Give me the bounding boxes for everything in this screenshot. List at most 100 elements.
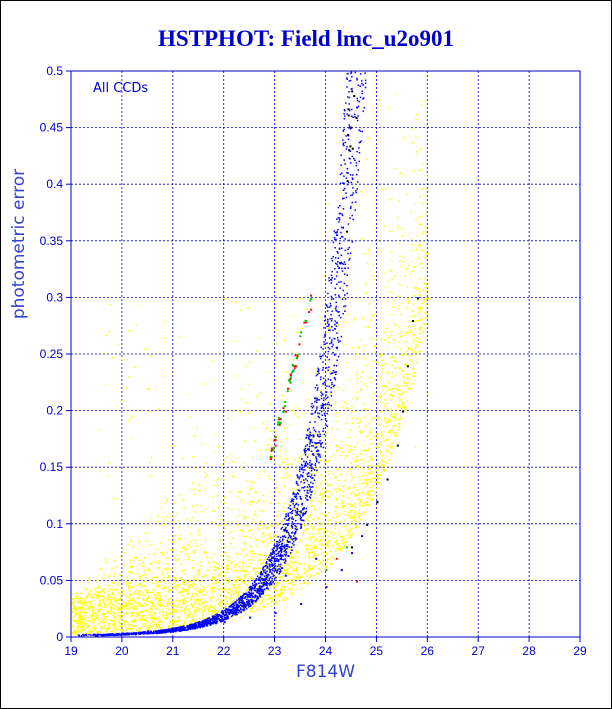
data-point xyxy=(325,460,328,462)
data-point xyxy=(294,537,296,539)
data-point xyxy=(138,584,140,586)
data-point xyxy=(208,596,210,598)
data-point xyxy=(291,463,294,466)
data-point xyxy=(360,376,363,378)
data-point xyxy=(150,601,153,604)
data-point xyxy=(204,593,207,596)
data-point xyxy=(126,387,128,389)
data-point xyxy=(113,497,116,500)
data-point xyxy=(221,571,224,574)
data-point xyxy=(296,576,299,579)
data-point xyxy=(233,584,235,586)
data-point xyxy=(237,491,240,494)
data-point xyxy=(328,542,331,545)
data-point xyxy=(213,553,215,555)
data-point xyxy=(305,538,307,540)
data-point xyxy=(287,474,290,476)
data-point xyxy=(255,491,258,493)
data-point xyxy=(316,434,319,436)
data-point xyxy=(101,577,104,580)
data-point xyxy=(340,164,342,166)
data-point xyxy=(189,519,191,522)
data-point xyxy=(357,396,359,399)
data-point xyxy=(245,402,248,404)
data-point xyxy=(274,558,276,560)
data-point xyxy=(108,625,111,628)
data-point xyxy=(142,631,144,634)
data-point xyxy=(413,266,415,268)
data-point xyxy=(91,606,94,608)
data-point xyxy=(88,592,90,594)
data-point xyxy=(228,591,230,594)
data-point xyxy=(328,329,330,331)
data-point xyxy=(347,530,350,532)
data-point xyxy=(396,217,399,219)
data-point xyxy=(148,553,151,555)
data-point xyxy=(77,630,80,633)
data-point xyxy=(129,599,131,601)
data-point xyxy=(256,588,258,590)
data-point xyxy=(220,594,222,597)
data-point xyxy=(245,592,247,594)
data-point xyxy=(104,621,106,624)
data-point xyxy=(137,592,140,594)
data-point xyxy=(260,584,263,586)
data-point xyxy=(97,605,99,607)
data-point xyxy=(164,582,167,585)
data-point xyxy=(236,375,238,377)
data-point xyxy=(400,348,402,350)
data-point xyxy=(378,446,380,449)
data-point xyxy=(367,472,370,474)
data-point xyxy=(71,619,73,622)
data-point xyxy=(202,603,204,605)
data-point xyxy=(186,593,188,595)
data-point xyxy=(286,541,289,543)
data-point xyxy=(285,551,287,554)
data-point xyxy=(144,590,146,592)
data-point xyxy=(287,538,289,541)
data-point xyxy=(170,551,172,553)
data-point xyxy=(300,512,303,515)
data-point xyxy=(309,498,312,500)
data-point xyxy=(312,528,314,530)
data-point xyxy=(260,585,262,587)
data-point xyxy=(366,262,369,265)
data-point xyxy=(102,595,104,597)
data-point xyxy=(269,584,272,586)
data-point xyxy=(291,498,293,500)
data-point xyxy=(320,439,322,441)
data-point xyxy=(139,559,142,562)
data-point xyxy=(237,523,240,526)
data-point xyxy=(333,384,336,387)
data-point xyxy=(295,519,297,522)
data-point xyxy=(275,553,277,556)
data-point xyxy=(363,444,365,446)
data-point xyxy=(352,453,355,455)
data-point xyxy=(75,597,78,599)
data-point xyxy=(157,604,159,606)
data-point xyxy=(239,561,241,563)
data-point xyxy=(343,321,345,324)
data-point xyxy=(220,501,222,503)
data-point xyxy=(273,353,275,355)
data-point xyxy=(330,532,332,534)
data-point xyxy=(182,570,184,572)
data-point xyxy=(245,570,248,573)
data-point xyxy=(349,128,352,130)
data-point xyxy=(346,407,348,410)
data-point xyxy=(278,510,281,513)
data-point xyxy=(128,587,130,590)
data-point xyxy=(355,521,357,523)
data-point xyxy=(93,624,95,627)
data-point xyxy=(161,625,163,628)
data-point xyxy=(88,608,90,610)
data-point xyxy=(254,586,256,588)
data-point xyxy=(287,536,289,539)
data-point xyxy=(130,628,132,630)
data-point xyxy=(179,616,181,619)
data-point xyxy=(393,322,395,325)
data-point xyxy=(177,613,179,615)
data-point xyxy=(183,597,185,599)
data-point xyxy=(242,592,245,594)
data-point xyxy=(263,606,265,608)
